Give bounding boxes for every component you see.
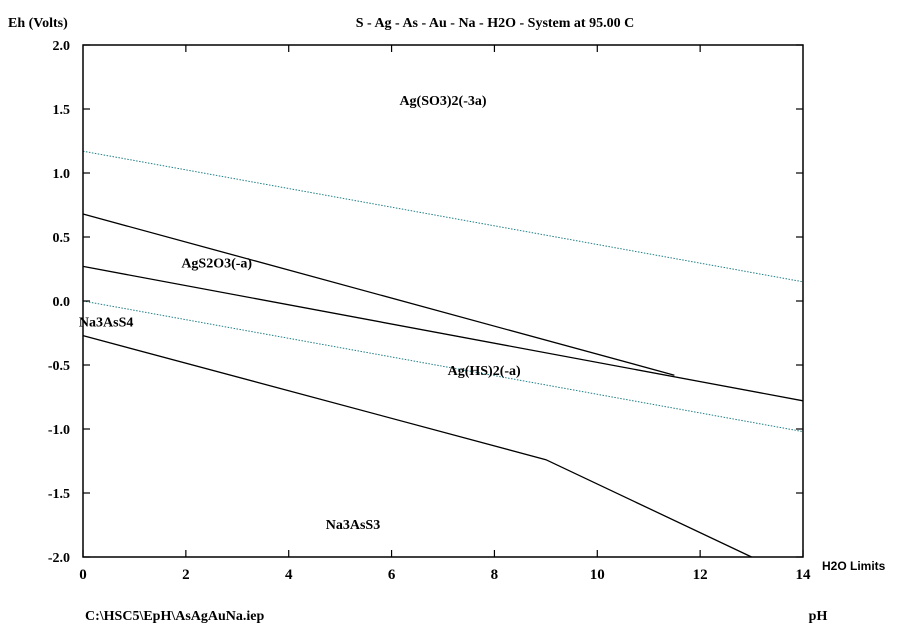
y-tick-label: 1.5 bbox=[53, 103, 71, 118]
plot-frame bbox=[82, 44, 804, 558]
x-axis-label: pH bbox=[809, 609, 828, 624]
x-tick-label: 10 bbox=[590, 567, 605, 583]
x-tick-label: 4 bbox=[285, 567, 293, 583]
x-tick-label: 0 bbox=[79, 567, 87, 583]
y-tick-label: 2.0 bbox=[53, 39, 71, 54]
boundary-line-1 bbox=[82, 265, 804, 402]
x-tick-label: 14 bbox=[796, 567, 812, 583]
plot-lines bbox=[82, 150, 804, 558]
boundary-line-0 bbox=[82, 213, 675, 376]
file-label: C:\HSC5\EpH\AsAgAuNa.iep bbox=[85, 609, 265, 624]
h2o-limit-line-3 bbox=[82, 150, 804, 283]
region-label: Na3AsS3 bbox=[326, 518, 380, 533]
x-tick-label: 12 bbox=[693, 567, 708, 583]
h2o-limits-label: H2O Limits bbox=[822, 559, 886, 573]
y-axis-label: Eh (Volts) bbox=[8, 16, 68, 31]
y-tick-label: 1.0 bbox=[53, 167, 71, 182]
y-tick-label: -2.0 bbox=[48, 551, 70, 566]
y-tick-label: -1.5 bbox=[48, 487, 70, 502]
boundary-line-2 bbox=[82, 334, 752, 558]
region-label: Ag(HS)2(-a) bbox=[448, 364, 521, 379]
chart-title: S - Ag - As - Au - Na - H2O - System at … bbox=[356, 16, 634, 31]
region-label: Na3AsS4 bbox=[79, 316, 133, 331]
region-label: Ag(SO3)2(-3a) bbox=[399, 94, 486, 109]
x-tick-label: 2 bbox=[182, 567, 190, 583]
x-tick-label: 8 bbox=[491, 567, 499, 583]
y-tick-label: -0.5 bbox=[48, 359, 70, 374]
x-ticks: 0 2 4 6 8 10 12 14 bbox=[79, 45, 811, 583]
region-label: AgS2O3(-a) bbox=[181, 257, 252, 272]
y-tick-label: 0.0 bbox=[53, 295, 71, 310]
y-tick-label: -1.0 bbox=[48, 423, 70, 438]
y-tick-label: 0.5 bbox=[53, 231, 71, 246]
h2o-limit-line-4 bbox=[82, 300, 804, 433]
x-tick-label: 6 bbox=[388, 567, 396, 583]
y-ticks: 2.0 1.5 1.0 0.5 0.0 -0.5 -1.0 -1.5 -2.0 bbox=[48, 39, 803, 566]
region-labels: Ag(SO3)2(-3a) AgS2O3(-a) Na3AsS4 Ag(HS)2(-a… bbox=[79, 94, 521, 533]
